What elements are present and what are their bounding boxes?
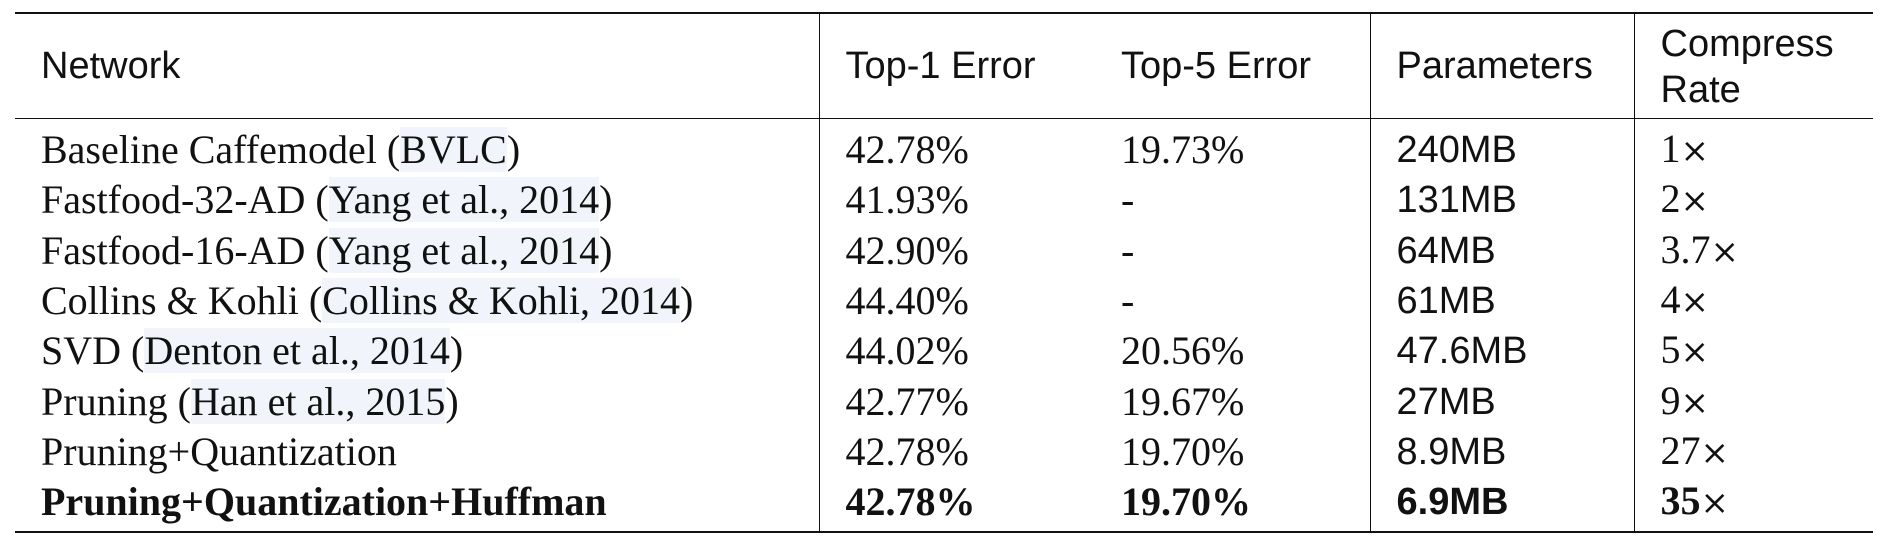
table-row: Pruning (Han et al., 2015) 42.77% 19.67%… [15,376,1873,427]
network-name: Pruning+Quantization+Huffman [41,479,607,525]
citation-link[interactable]: Yang et al., 2014 [328,177,600,223]
table-row: Fastfood-16-AD (Yang et al., 2014) 42.90… [15,225,1873,276]
cell-top1-error: 44.02% [818,326,1095,377]
cell-compress-rate: 1× [1633,118,1873,176]
cell-compress-rate: 9× [1633,376,1873,427]
network-name: Collins & Kohli ( [41,278,323,324]
cell-top5-error: 20.56% [1121,328,1245,374]
header-compress-rate: Compress Rate [1633,12,1873,119]
rate-value: 2 [1660,176,1681,222]
cell-network: Collins & Kohli (Collins & Kohli, 2014) [15,276,819,326]
multiply-sign: × [1680,332,1710,373]
network-name-tail: ) [449,328,464,374]
header-compress-rate-line1: Compress [1660,23,1834,65]
multiply-sign: × [1680,282,1710,323]
table-header-row: Network Top-1 Error Top-5 Error Paramete… [15,12,1873,119]
cell-top1-error: 42.78% [818,118,1095,176]
citation-link[interactable]: Yang et al., 2014 [328,227,600,273]
table-row: Collins & Kohli (Collins & Kohli, 2014) … [15,275,1873,327]
cell-compress-rate: 35× [1633,477,1873,534]
cell-top5-error: - [1121,278,1135,324]
header-top5-error: Top-5 Error [1095,12,1370,119]
network-name-tail: ) [506,127,521,173]
cell-top5-error: - [1121,177,1135,223]
multiply-sign: × [1700,483,1730,524]
cell-top5-error: 19.73% [1121,127,1245,173]
header-top1-error: Top-1 Error [818,12,1095,119]
cell-network: Baseline Caffemodel (BVLC) [15,119,819,176]
multiply-sign: × [1680,382,1710,423]
cell-top1-error: 42.90% [818,225,1095,276]
citation-link[interactable]: BVLC [400,127,507,173]
rate-value: 9 [1660,377,1681,423]
cell-top5-error: 19.70% [1121,428,1245,474]
network-name: Fastfood-16-AD ( [41,227,329,273]
cell-parameters: 240MB [1369,118,1634,176]
cell-top1-error: 44.40% [818,275,1095,327]
network-name: Fastfood-32-AD ( [41,177,329,223]
citation-link[interactable]: Collins & Kohli, 2014 [322,278,680,324]
rate-value: 35 [1660,478,1701,524]
cell-top5-error: - [1121,227,1135,273]
network-name: SVD ( [41,328,145,374]
citation-link[interactable]: Han et al., 2015 [191,378,446,424]
cell-parameters: 47.6MB [1369,326,1634,377]
table-row: Baseline Caffemodel (BVLC) 42.78% 19.73%… [15,118,1873,176]
network-name: Pruning ( [41,378,191,424]
cell-parameters: 8.9MB [1369,426,1634,478]
rate-value: 5 [1660,327,1681,373]
cell-parameters: 6.9MB [1369,477,1634,534]
table-row: Fastfood-32-AD (Yang et al., 2014) 41.93… [15,175,1873,226]
table-row: Pruning+Quantization 42.78% 19.70% 8.9MB… [15,426,1873,478]
cell-compress-rate: 27× [1633,426,1873,478]
table-row-best: Pruning+Quantization+Huffman 42.78% 19.7… [15,477,1873,534]
multiply-sign: × [1700,432,1730,473]
cell-network: Fastfood-16-AD (Yang et al., 2014) [15,226,819,276]
header-compress-rate-line2: Rate [1660,69,1741,111]
rate-value: 3.7 [1660,226,1711,272]
cell-network: SVD (Denton et al., 2014) [15,326,819,376]
rate-value: 1 [1660,126,1681,172]
cell-parameters: 27MB [1369,376,1634,427]
cell-top1-error: 42.78% [818,426,1095,478]
cell-top1-error: 41.93% [818,175,1095,226]
rate-value: 27 [1660,427,1701,473]
cell-parameters: 131MB [1369,175,1634,226]
cell-compress-rate: 3.7× [1633,225,1873,276]
rate-value: 4 [1660,277,1681,323]
table-row: SVD (Denton et al., 2014) 44.02% 20.56% … [15,326,1873,377]
cell-network: Pruning (Han et al., 2015) [15,376,819,426]
cell-parameters: 64MB [1369,225,1634,276]
network-name-tail: ) [679,278,694,324]
cell-compress-rate: 5× [1633,326,1873,377]
cell-top5-error: 19.70% [1095,477,1370,534]
cell-network: Pruning+Quantization [15,427,819,477]
header-parameters: Parameters [1369,12,1634,119]
cell-parameters: 61MB [1369,275,1634,327]
header-network: Network [15,12,819,119]
network-name-tail: ) [445,378,459,424]
compression-results-table: Network Top-1 Error Top-5 Error Paramete… [15,12,1873,534]
multiply-sign: × [1710,231,1740,272]
cell-top5-error: 19.67% [1121,378,1245,424]
network-name-tail: ) [599,177,613,223]
network-name-tail: ) [599,227,613,273]
cell-network: Fastfood-32-AD (Yang et al., 2014) [15,175,819,225]
cell-compress-rate: 4× [1633,275,1873,327]
network-name: Baseline Caffemodel ( [41,127,401,173]
network-name: Pruning+Quantization [41,428,397,474]
cell-top1-error: 42.78% [818,477,1095,534]
cell-top1-error: 42.77% [818,376,1095,427]
multiply-sign: × [1680,181,1710,222]
cell-compress-rate: 2× [1633,175,1873,226]
cell-network: Pruning+Quantization+Huffman [15,477,819,534]
citation-link[interactable]: Denton et al., 2014 [144,328,450,374]
multiply-sign: × [1680,131,1710,172]
